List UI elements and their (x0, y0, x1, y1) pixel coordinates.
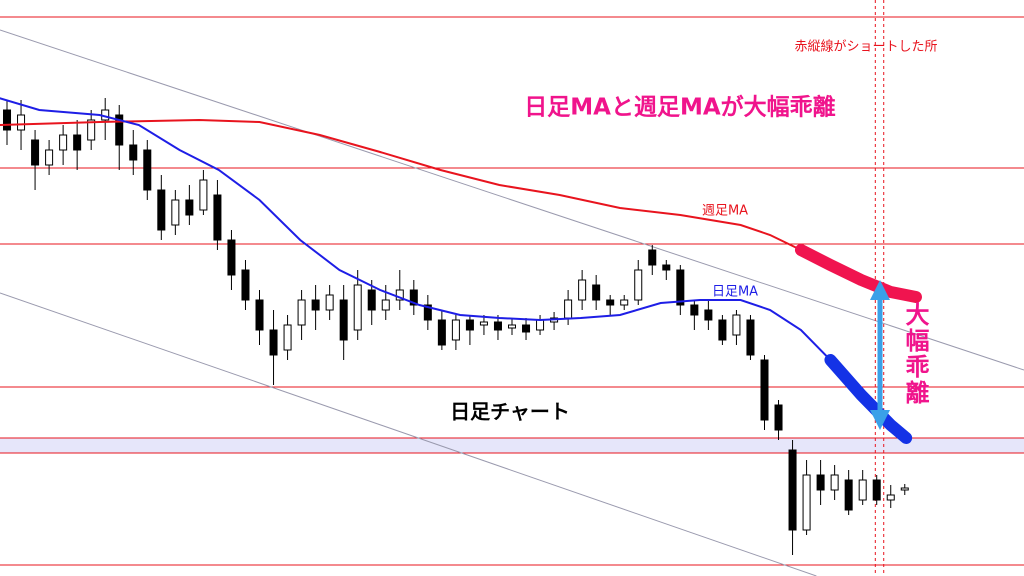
candle-body (129, 144, 138, 161)
candle-body (620, 299, 629, 306)
weekly-ma-label: 週足MA (702, 204, 748, 219)
divergence-label: 大幅乖離 (901, 302, 929, 406)
candle-body (437, 319, 446, 346)
candle-body (746, 319, 755, 356)
headline: 日足MAと週足MAが大幅乖離 (524, 94, 835, 121)
candle-body (564, 299, 573, 319)
daily-ma-label: 日足MA (712, 285, 758, 300)
ma-line (0, 97, 907, 439)
candle-body (59, 134, 68, 151)
candle-body (788, 449, 797, 531)
short-note: 赤縦線がショートした所 (794, 39, 937, 55)
candle-body (157, 189, 166, 231)
candle-body (760, 359, 769, 421)
candle-body (522, 324, 531, 333)
candle-body (479, 321, 488, 326)
candle-body (409, 289, 418, 306)
candle-body (297, 299, 306, 326)
candle-body (367, 289, 376, 311)
candle-body (774, 404, 783, 431)
candle-body (115, 114, 124, 146)
candle-body (676, 269, 685, 306)
candle-body (325, 294, 334, 311)
candle-body (493, 321, 502, 331)
candle-body (816, 474, 825, 491)
candle-body (451, 319, 460, 341)
candle-body (592, 284, 601, 301)
candle-body (17, 114, 26, 131)
candle-body (718, 319, 727, 341)
candle-body (704, 309, 713, 321)
candle-body (31, 139, 40, 166)
candle-body (886, 494, 895, 501)
channel-line (0, 292, 817, 576)
candle-body (872, 479, 881, 501)
candle-body (199, 179, 208, 211)
candle-body (171, 199, 180, 226)
candle-body (339, 299, 348, 341)
candle-body (858, 479, 867, 501)
candle-body (900, 487, 909, 491)
ma-highlight (794, 244, 922, 303)
candle-body (732, 314, 741, 336)
candle-body (255, 299, 264, 331)
candle-body (269, 329, 278, 356)
candle-body (507, 324, 517, 329)
candle-body (73, 134, 82, 151)
candle-body (465, 319, 474, 331)
candle-body (283, 324, 292, 351)
ma-highlight (824, 354, 913, 444)
candle-body (45, 149, 54, 166)
candle-body (606, 299, 615, 306)
zone-band (0, 438, 1024, 453)
candle-body (634, 269, 643, 301)
candle-body (3, 109, 12, 131)
chart-label: 日足チャート (450, 400, 570, 424)
ma-line (0, 118, 917, 298)
candle-body (185, 199, 194, 216)
candle-body (648, 249, 657, 266)
candles (3, 98, 909, 555)
candle-body (353, 284, 362, 331)
candle-body (536, 319, 545, 331)
candle-body (844, 479, 853, 511)
candle-body (241, 269, 250, 301)
candle-body (662, 264, 671, 271)
candle-body (87, 119, 96, 141)
candle-body (690, 304, 699, 316)
candle-body (830, 474, 839, 491)
candle-body (381, 299, 390, 311)
channel-line (0, 29, 1024, 371)
candle-body (423, 304, 432, 321)
candle-body (395, 289, 404, 301)
candle-body (227, 239, 236, 276)
candle-body (802, 474, 811, 531)
candle-body (311, 299, 320, 311)
candle-body (143, 149, 152, 191)
candle-body (578, 279, 587, 301)
candle-body (213, 194, 222, 241)
